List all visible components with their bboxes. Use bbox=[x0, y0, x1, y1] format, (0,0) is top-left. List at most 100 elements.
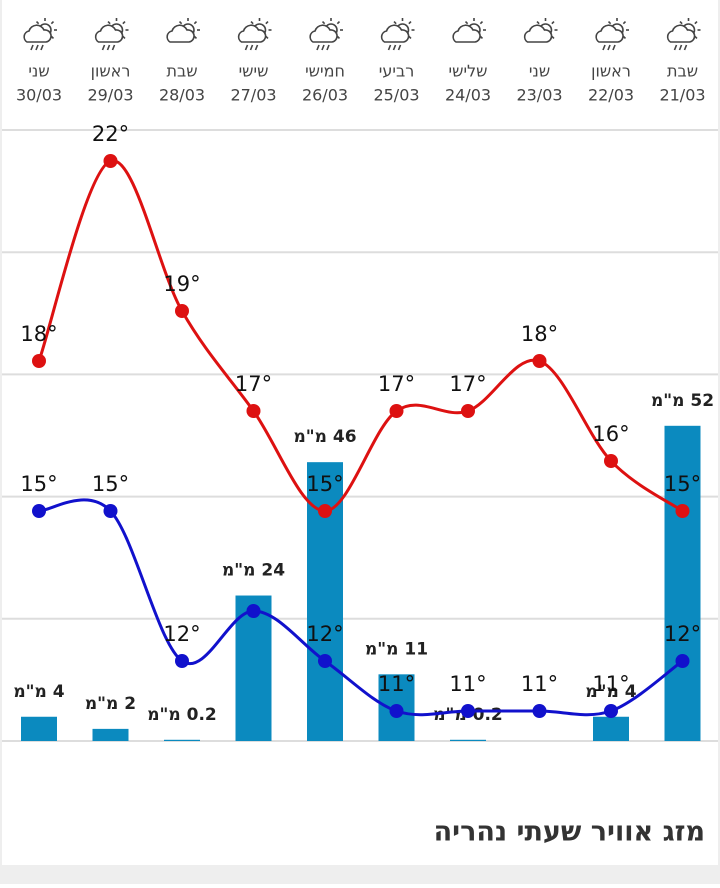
day-name: ראשון bbox=[591, 62, 631, 81]
rain-drop bbox=[392, 44, 397, 51]
cloud bbox=[166, 24, 195, 43]
sun-ray bbox=[265, 20, 269, 25]
sun-ray bbox=[464, 20, 469, 25]
rain-bar bbox=[235, 595, 272, 741]
day-name: רביעי bbox=[379, 62, 414, 81]
rain-drop bbox=[40, 44, 44, 51]
temp-label: 15° bbox=[306, 472, 343, 496]
rain-drop bbox=[249, 44, 254, 51]
temp-label: 15° bbox=[92, 472, 129, 496]
date-label: 23/03 bbox=[516, 86, 562, 105]
rain-drop bbox=[321, 44, 325, 51]
weather-icon bbox=[666, 18, 701, 51]
cloud bbox=[23, 24, 52, 43]
sun-ray bbox=[193, 20, 198, 25]
sun-ray bbox=[694, 20, 698, 25]
temp-dot bbox=[604, 704, 618, 718]
rain-drop bbox=[397, 44, 402, 51]
temp-label: 12° bbox=[163, 622, 200, 646]
heading: מזג אוויר שעתי נהריה bbox=[434, 817, 705, 848]
sun-ray bbox=[336, 20, 341, 25]
temp-dot bbox=[389, 704, 404, 718]
temp-dot bbox=[32, 354, 46, 368]
sun-ray bbox=[50, 20, 55, 25]
rain-drop bbox=[254, 44, 259, 51]
temp-dot bbox=[175, 654, 189, 668]
rain-drop bbox=[106, 44, 111, 51]
temp-dot bbox=[461, 704, 475, 718]
rain-drop bbox=[678, 44, 683, 51]
day-name: שבת bbox=[166, 62, 197, 81]
rain-bar bbox=[92, 728, 129, 741]
day-name: חמישי bbox=[305, 62, 345, 81]
cloud bbox=[595, 24, 624, 43]
date-label: 21/03 bbox=[659, 86, 705, 105]
temp-label: 11° bbox=[378, 672, 415, 696]
temp-dot bbox=[318, 654, 332, 668]
day-name: שבת bbox=[667, 62, 698, 81]
rain-label: 2 מ"מ bbox=[85, 694, 136, 714]
rain-label: 0.2 מ"מ bbox=[147, 705, 217, 725]
sun-ray bbox=[679, 20, 683, 25]
rain-drop bbox=[316, 44, 320, 51]
rain-drop bbox=[111, 44, 116, 51]
temp-dot bbox=[604, 454, 618, 468]
rain-drop bbox=[387, 44, 392, 51]
sun-ray bbox=[321, 20, 326, 25]
rain-bar bbox=[164, 739, 200, 741]
day-name: שלישי bbox=[449, 62, 488, 81]
temp-label: 17° bbox=[378, 372, 415, 396]
rain-label: 52 מ"מ bbox=[651, 391, 714, 411]
temp-dot bbox=[32, 504, 46, 518]
rain-drop bbox=[673, 44, 678, 51]
weather-icon bbox=[166, 18, 200, 43]
temp-dot bbox=[246, 404, 261, 418]
rain-drop bbox=[612, 44, 616, 51]
temp-dot bbox=[175, 304, 189, 318]
temp-label: 17° bbox=[449, 372, 486, 396]
rain-label: 11 מ"מ bbox=[365, 639, 428, 659]
sun-ray bbox=[536, 20, 540, 25]
rain-bar bbox=[664, 425, 701, 741]
temp-label: 11° bbox=[592, 672, 629, 696]
cloud bbox=[666, 24, 696, 43]
temp-dot bbox=[675, 504, 690, 518]
rain-label: 24 מ"מ bbox=[222, 561, 285, 581]
temp-label: 15° bbox=[20, 472, 57, 496]
weather-icon bbox=[94, 18, 129, 51]
weather-icon bbox=[595, 18, 629, 51]
date-label: 22/03 bbox=[588, 86, 634, 105]
sun-ray bbox=[122, 20, 126, 25]
temp-label: 16° bbox=[592, 422, 629, 446]
rain-bar bbox=[450, 739, 486, 741]
rain-label: 4 מ"מ bbox=[13, 682, 64, 702]
rain-drop bbox=[607, 44, 611, 51]
sun-ray bbox=[35, 20, 40, 25]
temp-label: 12° bbox=[306, 622, 343, 646]
cloud bbox=[523, 24, 553, 43]
sun-ray bbox=[178, 20, 183, 25]
temp-label: 12° bbox=[664, 622, 701, 646]
sun-ray bbox=[250, 20, 254, 25]
weather-icon bbox=[23, 18, 57, 51]
cloud bbox=[309, 24, 338, 43]
rain-drop bbox=[602, 44, 606, 51]
weather-icon bbox=[452, 18, 486, 43]
sun-ray bbox=[607, 20, 612, 25]
temp-dot bbox=[389, 404, 404, 418]
cloud bbox=[452, 24, 481, 43]
weather-icon bbox=[380, 18, 415, 51]
weather-icon bbox=[237, 18, 272, 51]
temp-label: 18° bbox=[20, 322, 57, 346]
cloud bbox=[237, 24, 267, 43]
temp-label: 11° bbox=[449, 672, 486, 696]
date-label: 29/03 bbox=[87, 86, 133, 105]
temp-dot bbox=[246, 604, 261, 618]
day-name: שישי bbox=[239, 62, 269, 81]
date-label: 26/03 bbox=[302, 86, 348, 105]
rain-label: 46 מ"מ bbox=[293, 427, 356, 447]
day-name: שני bbox=[28, 62, 49, 81]
rain-drop bbox=[326, 44, 330, 51]
